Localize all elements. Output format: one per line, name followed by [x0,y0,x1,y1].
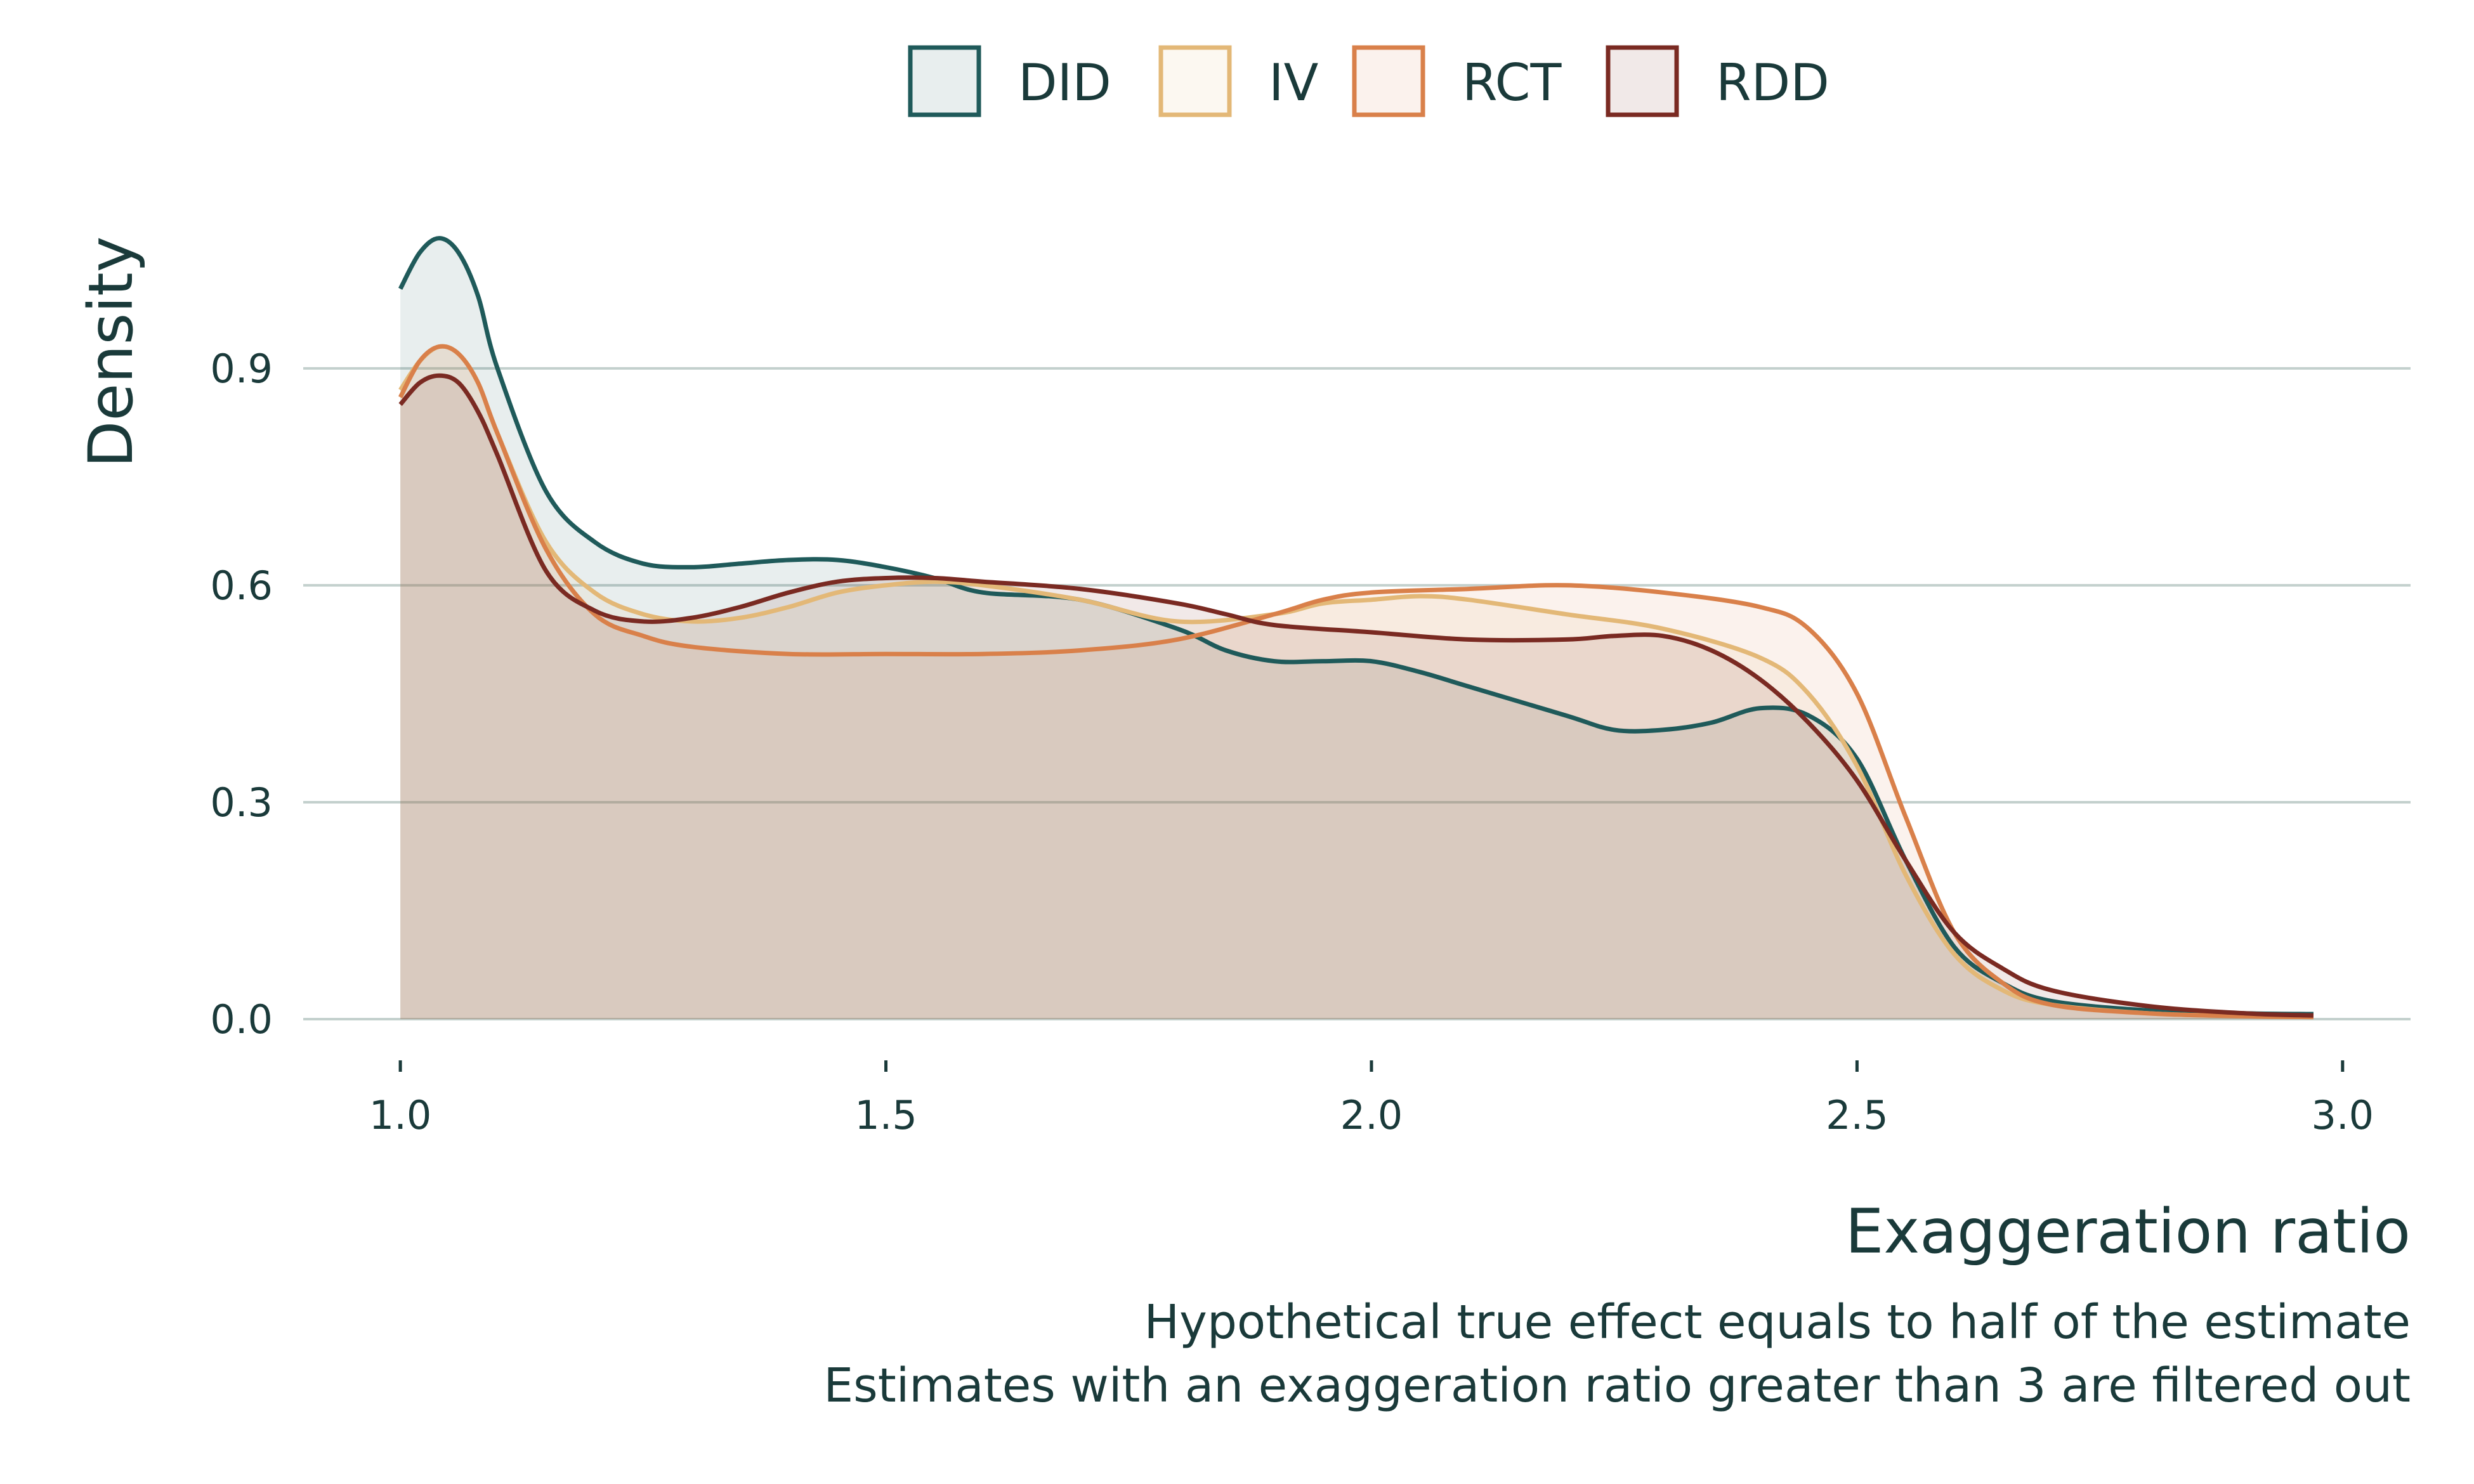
legend-swatch-rdd [1606,45,1679,117]
x-tick-label: 2.5 [1826,1092,1888,1138]
y-tick-label: 0.6 [210,563,273,609]
grid-lines [303,367,2411,1020]
y-tick-label: 0.0 [210,996,273,1043]
legend-label-did: DID [1018,53,1111,112]
y-axis-title: Density [75,237,147,468]
line-rdd [398,373,2314,1018]
legend-swatch-iv [1158,45,1232,117]
y-tick-label: 0.3 [210,779,273,826]
legend-item-did: DID [908,45,1111,117]
area-did [400,238,2314,1020]
x-tick-label: 1.5 [854,1092,917,1138]
x-tick-label: 3.0 [2312,1092,2374,1138]
x-axis: 1.0 1.5 2.0 2.5 3.0 [369,1060,2374,1138]
series-lines [398,236,2314,1020]
line-did [398,236,2314,1017]
area-iv [400,346,2314,1019]
chart-legend: DID IV RCT RDD [908,45,1829,117]
legend-item-rdd: RDD [1606,45,1829,117]
legend-item-iv: IV [1158,45,1319,117]
legend-swatch-did [908,45,981,117]
x-axis-title: Exaggeration ratio [1845,1196,2411,1267]
legend-swatch-rct [1352,45,1425,117]
y-tick-label: 0.9 [210,346,273,392]
legend-label-rct: RCT [1462,53,1562,112]
area-rct [400,346,2314,1019]
caption-line-2: Estimates with an exaggeration ratio gre… [823,1358,2411,1413]
series-areas [400,238,2314,1020]
x-tick-label: 1.0 [369,1092,432,1138]
legend-label-rdd: RDD [1716,53,1829,112]
caption-line-1: Hypothetical true effect equals to half … [1144,1295,2411,1350]
legend-label-iv: IV [1269,53,1319,112]
x-tick-label: 2.0 [1340,1092,1403,1138]
y-axis: 0.0 0.3 0.6 0.9 [210,346,273,1043]
legend-item-rct: RCT [1352,45,1562,117]
area-rdd [400,375,2314,1019]
